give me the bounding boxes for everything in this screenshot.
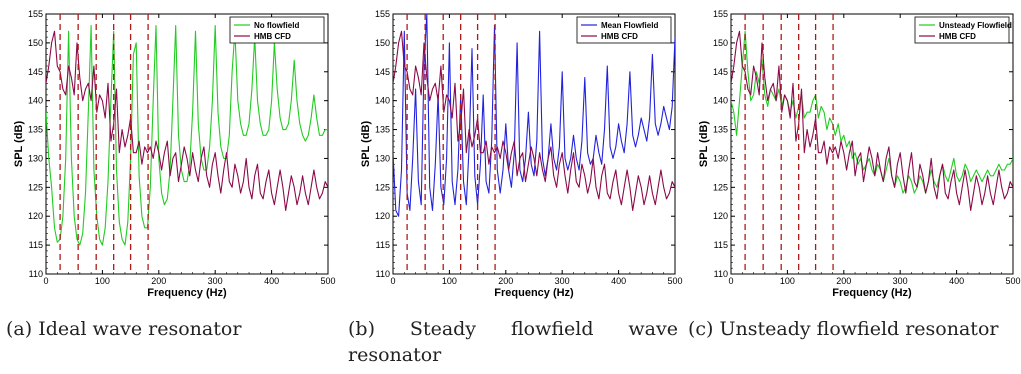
- caption-a-text: Ideal wave resonator: [38, 318, 242, 340]
- chart-b: 110 115 120 125 130 135 140 145 150 155 0 100 200 300…: [360, 9, 683, 299]
- series-line-1: [46, 25, 328, 246]
- y-tick-label: 150: [375, 38, 390, 48]
- caption-c-text: Unsteady flowfield resonator: [719, 318, 999, 340]
- x-tick-label: 500: [320, 276, 335, 286]
- plot-area: [45, 13, 329, 275]
- x-tick-label: 400: [264, 276, 279, 286]
- x-tick-label: 400: [611, 276, 626, 286]
- x-tick-label: 300: [555, 276, 570, 286]
- y-tick-label: 115: [714, 240, 728, 250]
- y-tick-label: 125: [713, 182, 728, 192]
- y-tick-label: 115: [29, 240, 43, 250]
- x-axis-label: Frequency (Hz): [832, 287, 912, 299]
- y-tick-label: 125: [375, 182, 390, 192]
- series-line-1: [731, 30, 1013, 194]
- y-tick-label: 150: [28, 38, 43, 48]
- series-line-1: [393, 14, 675, 217]
- chart-c: 110 115 120 125 130 135 140 145 150 155 0 100 200 300…: [698, 9, 1021, 299]
- y-axis-label: SPL (dB): [13, 121, 25, 168]
- x-tick-label: 0: [728, 276, 733, 286]
- legend-box: [914, 16, 1010, 44]
- y-tick-label: 110: [714, 269, 728, 279]
- y-tick-label: 120: [713, 211, 728, 221]
- x-tick-label: 200: [498, 276, 513, 286]
- y-tick-label: 110: [29, 269, 43, 279]
- x-tick-label: 0: [43, 276, 48, 286]
- y-tick-label: 140: [375, 96, 390, 106]
- y-tick-label: 155: [713, 9, 728, 19]
- y-axis-label: SPL (dB): [360, 121, 372, 168]
- x-tick-label: 500: [1005, 276, 1020, 286]
- plot-area: [730, 13, 1014, 275]
- x-axis-label: Frequency (Hz): [147, 287, 227, 299]
- y-tick-label: 150: [713, 38, 728, 48]
- y-axis-label: SPL (dB): [698, 121, 710, 168]
- caption-c: (c) Unsteady flowfield resonator: [688, 316, 1013, 342]
- chart-a: 110 115 120 125 130 135 140 145 150 155 0 100 200 300…: [13, 9, 336, 299]
- legend-label: No flowfield: [254, 21, 299, 30]
- caption-b-text: Steady flowfield wave resonator: [348, 318, 678, 366]
- y-tick-label: 135: [375, 125, 390, 135]
- y-tick-label: 145: [375, 67, 390, 77]
- panel-b: 110 115 120 125 130 135 140 145 150 155 0 100 200 300…: [347, 0, 683, 300]
- x-tick-label: 200: [151, 276, 166, 286]
- legend-label: Unsteady Flowfield: [939, 21, 1012, 30]
- legend-box: [229, 16, 325, 44]
- caption-a-label: (a): [6, 318, 33, 340]
- x-tick-label: 400: [949, 276, 964, 286]
- y-tick-label: 120: [28, 211, 43, 221]
- x-tick-label: 100: [442, 276, 457, 286]
- y-tick-label: 140: [28, 96, 43, 106]
- y-tick-label: 145: [713, 67, 728, 77]
- legend-label: HMB CFD: [939, 32, 976, 41]
- y-tick-label: 140: [713, 96, 728, 106]
- series-line-2: [46, 30, 328, 211]
- x-tick-label: 300: [893, 276, 908, 286]
- x-tick-label: 500: [667, 276, 682, 286]
- legend-label: HMB CFD: [254, 32, 291, 41]
- caption-a: (a) Ideal wave resonator: [6, 316, 326, 342]
- legend-box: [576, 16, 672, 44]
- caption-c-label: (c): [688, 318, 714, 340]
- plot-area: [392, 13, 676, 275]
- y-tick-label: 115: [376, 240, 390, 250]
- y-tick-label: 110: [376, 269, 390, 279]
- x-tick-label: 0: [390, 276, 395, 286]
- series-line-2: [731, 30, 1013, 211]
- y-tick-label: 125: [28, 182, 43, 192]
- y-tick-label: 135: [28, 125, 43, 135]
- y-tick-label: 135: [713, 125, 728, 135]
- caption-b: (b) Steady flowfield wave resonator: [348, 316, 678, 368]
- panel-c: 110 115 120 125 130 135 140 145 150 155 0 100 200 300…: [685, 0, 1021, 300]
- y-tick-label: 155: [28, 9, 43, 19]
- legend-label: Mean Flowfield: [601, 21, 658, 30]
- legend-label: HMB CFD: [601, 32, 638, 41]
- y-tick-label: 130: [375, 153, 390, 163]
- x-tick-label: 100: [95, 276, 110, 286]
- y-tick-label: 155: [375, 9, 390, 19]
- y-tick-label: 130: [28, 153, 43, 163]
- y-tick-label: 145: [28, 67, 43, 77]
- panel-a: 110 115 120 125 130 135 140 145 150 155 0 100 200 300…: [0, 0, 336, 300]
- y-tick-label: 130: [713, 153, 728, 163]
- y-tick-label: 120: [375, 211, 390, 221]
- series-line-2: [393, 30, 675, 211]
- x-tick-label: 200: [836, 276, 851, 286]
- x-tick-label: 300: [208, 276, 223, 286]
- x-axis-label: Frequency (Hz): [494, 287, 574, 299]
- x-tick-label: 100: [780, 276, 795, 286]
- caption-b-label: (b): [348, 318, 375, 340]
